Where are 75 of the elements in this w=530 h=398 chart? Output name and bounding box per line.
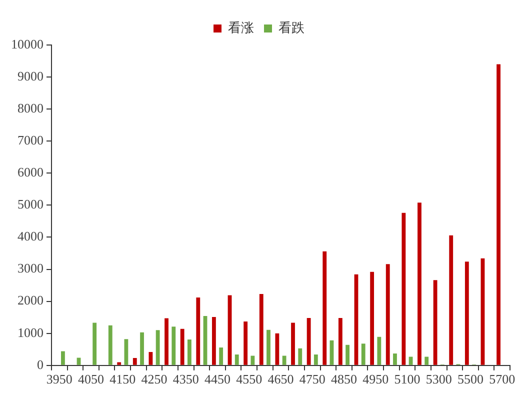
- bar: [464, 262, 469, 365]
- x-tick-label: 5100: [394, 372, 420, 387]
- y-tick-label: 8000: [18, 100, 44, 116]
- bar: [266, 330, 270, 365]
- bar: [117, 362, 122, 365]
- x-tick-label: 4450: [204, 372, 231, 387]
- bar: [92, 322, 97, 365]
- bar: [234, 354, 239, 365]
- x-tick-label: 4750: [299, 372, 326, 387]
- y-tick-label: 2000: [18, 292, 44, 308]
- legend-label: 看涨: [228, 20, 254, 35]
- bar: [132, 358, 137, 365]
- bar: [124, 339, 128, 365]
- bar: [76, 358, 81, 365]
- bar: [402, 212, 406, 365]
- bar: [219, 347, 224, 365]
- bar: [259, 294, 264, 365]
- bar: [108, 325, 112, 365]
- bar: [418, 202, 422, 365]
- x-tick-label: 4150: [110, 372, 136, 387]
- legend-label: 看跌: [278, 20, 304, 35]
- y-tick-label: 6000: [18, 164, 44, 180]
- bar: [148, 352, 153, 365]
- x-tick-label: 3950: [46, 372, 72, 387]
- x-tick-label: 4550: [236, 372, 262, 387]
- bar: [196, 297, 200, 365]
- y-tick-label: 7000: [18, 132, 44, 148]
- bar: [306, 318, 311, 365]
- bar: [275, 333, 280, 365]
- bar: [496, 64, 500, 365]
- x-tick-label: 5300: [426, 372, 452, 387]
- y-tick-label: 0: [37, 356, 44, 372]
- x-tick-label: 4350: [172, 372, 199, 387]
- bar: [393, 354, 397, 365]
- bar: [377, 336, 382, 365]
- bar: [164, 318, 168, 365]
- bar: [228, 295, 232, 365]
- bar: [433, 280, 438, 365]
- bar: [361, 344, 366, 365]
- bar: [346, 344, 350, 365]
- bar: [291, 322, 295, 365]
- bar: [330, 340, 334, 365]
- y-tick-label: 9000: [18, 68, 44, 84]
- x-tick-label: 4650: [268, 372, 294, 387]
- bar: [244, 322, 248, 365]
- bar: [250, 356, 255, 365]
- x-tick-label: 5500: [457, 372, 484, 387]
- x-tick-label: 4950: [362, 372, 389, 387]
- bar: [187, 339, 192, 365]
- bar: [203, 316, 208, 365]
- bar: [408, 356, 413, 365]
- bar: [322, 251, 327, 365]
- bar: [180, 328, 184, 365]
- x-tick-label: 5700: [489, 372, 516, 387]
- bar: [386, 264, 390, 365]
- bar: [140, 332, 144, 365]
- bar: [61, 351, 65, 365]
- bar: [424, 356, 429, 365]
- x-tick-label: 4250: [141, 372, 168, 387]
- bar: [156, 330, 160, 365]
- x-tick-label: 4050: [78, 372, 104, 387]
- bar: [172, 326, 176, 365]
- y-tick-label: 10000: [11, 36, 44, 52]
- bar: [212, 317, 216, 365]
- y-tick-label: 5000: [18, 196, 44, 212]
- x-tick-label: 4850: [330, 372, 357, 387]
- y-tick-label: 1000: [18, 324, 44, 340]
- bar: [449, 235, 454, 365]
- bar: [282, 356, 286, 365]
- bar: [338, 318, 342, 365]
- bar: [298, 348, 302, 365]
- bar: [314, 354, 318, 365]
- y-tick-label: 4000: [18, 228, 44, 244]
- bar: [370, 272, 374, 365]
- y-tick-label: 3000: [18, 260, 44, 276]
